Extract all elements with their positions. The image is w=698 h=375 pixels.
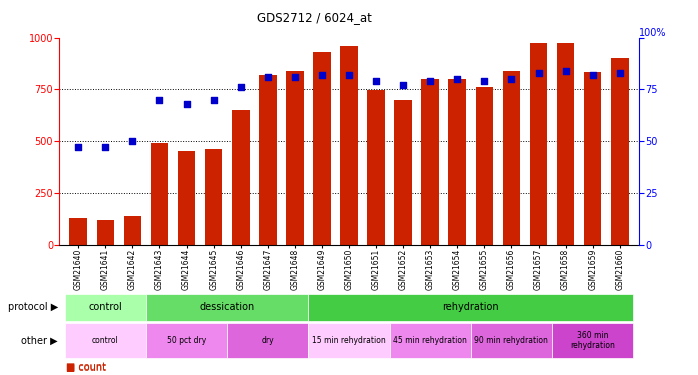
Point <box>506 76 517 82</box>
Bar <box>584 72 602 245</box>
Bar <box>65 294 146 321</box>
Point <box>235 84 246 90</box>
Bar <box>389 322 471 358</box>
Point <box>371 78 382 84</box>
Point <box>587 72 598 78</box>
Point <box>479 78 490 84</box>
Bar <box>96 220 114 245</box>
Bar <box>70 218 87 245</box>
Text: GDS2712 / 6024_at: GDS2712 / 6024_at <box>257 11 371 24</box>
Bar <box>367 90 385 245</box>
Bar <box>313 52 331 245</box>
Point <box>181 101 192 107</box>
Text: control: control <box>92 336 119 345</box>
Point <box>424 78 436 84</box>
Text: other ▶: other ▶ <box>22 335 58 345</box>
Text: ■ count: ■ count <box>66 362 106 372</box>
Bar <box>309 294 633 321</box>
Bar <box>146 294 309 321</box>
Bar <box>151 143 168 245</box>
Point <box>262 74 274 80</box>
Bar <box>611 58 628 245</box>
Point <box>73 144 84 150</box>
Bar <box>394 100 412 245</box>
Bar <box>232 110 249 245</box>
Bar <box>146 322 227 358</box>
Text: 50 pct dry: 50 pct dry <box>167 336 206 345</box>
Bar <box>422 79 439 245</box>
Bar <box>205 150 223 245</box>
Bar <box>503 70 520 245</box>
Point <box>452 76 463 82</box>
Bar <box>309 322 389 358</box>
Bar <box>557 43 574 245</box>
Text: 100%: 100% <box>639 27 666 38</box>
Text: ■ count: ■ count <box>66 363 106 373</box>
Point <box>614 70 625 76</box>
Text: control: control <box>89 302 122 312</box>
Text: rehydration: rehydration <box>443 302 499 312</box>
Text: 360 min
rehydration: 360 min rehydration <box>570 331 615 350</box>
Bar <box>552 322 633 358</box>
Bar <box>227 322 309 358</box>
Bar <box>65 322 146 358</box>
Point <box>316 72 327 78</box>
Point <box>533 70 544 76</box>
Text: 90 min rehydration: 90 min rehydration <box>475 336 549 345</box>
Text: dessication: dessication <box>200 302 255 312</box>
Point <box>560 68 571 74</box>
Point <box>343 72 355 78</box>
Text: 45 min rehydration: 45 min rehydration <box>393 336 467 345</box>
Bar <box>340 46 358 245</box>
Point <box>208 97 219 103</box>
Bar <box>259 75 276 245</box>
Text: protocol ▶: protocol ▶ <box>8 302 58 312</box>
Bar <box>286 70 304 245</box>
Point <box>289 74 300 80</box>
Point <box>100 144 111 150</box>
Bar <box>124 216 141 245</box>
Point <box>127 138 138 144</box>
Bar <box>178 150 195 245</box>
Bar <box>530 43 547 245</box>
Bar <box>471 322 552 358</box>
Bar <box>449 79 466 245</box>
Point <box>154 97 165 103</box>
Text: dry: dry <box>262 336 274 345</box>
Text: 15 min rehydration: 15 min rehydration <box>312 336 386 345</box>
Point <box>398 82 409 88</box>
Bar <box>475 87 493 245</box>
